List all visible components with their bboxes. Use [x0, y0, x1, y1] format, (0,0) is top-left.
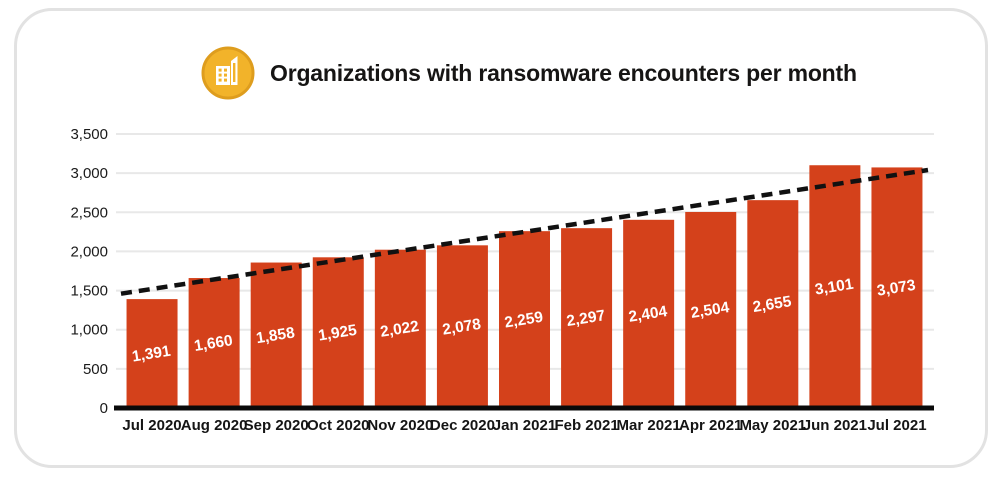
building-icon — [200, 45, 256, 101]
bar — [809, 165, 861, 408]
y-axis-tick-label: 500 — [83, 361, 108, 378]
bar-value-label: 2,404 — [627, 303, 668, 326]
y-axis-tick-label: 1,500 — [70, 283, 108, 300]
bar-value-label: 2,297 — [565, 307, 606, 330]
bar-value-label: 2,655 — [752, 293, 793, 316]
bar-value-label: 2,259 — [503, 309, 544, 332]
chart-card: Organizations with ransomware encounters… — [14, 8, 988, 468]
bar — [499, 231, 550, 408]
bar-value-label: 2,022 — [379, 318, 420, 341]
x-axis-tick-label: Apr 2021 — [679, 417, 742, 434]
chart-title: Organizations with ransomware encounters… — [270, 59, 857, 86]
bar-value-label: 2,078 — [441, 316, 482, 339]
x-axis-tick-label: May 2021 — [739, 417, 806, 434]
bar — [250, 262, 302, 408]
x-axis-tick-label: Aug 2020 — [181, 417, 248, 434]
bar — [747, 200, 799, 408]
bar-value-label: 2,504 — [690, 299, 731, 322]
bar — [685, 211, 737, 408]
y-axis-tick-label: 0 — [100, 400, 108, 417]
bar — [871, 167, 923, 408]
bar-value-label: 1,660 — [193, 332, 234, 355]
bar-value-label: 1,391 — [131, 343, 172, 366]
bar — [623, 219, 675, 408]
x-axis-tick-label: Oct 2020 — [307, 417, 370, 434]
bar — [126, 299, 178, 408]
bar-chart-svg: 0 500 1,000 1,500 2,000 2,500 3,000 3,500 1,391 J… — [70, 126, 934, 434]
bar — [561, 228, 613, 408]
bar — [188, 278, 240, 408]
x-axis-tick-label: Sep 2020 — [244, 417, 309, 434]
trendline — [120, 167, 929, 296]
x-axis-tick-label: Mar 2021 — [617, 417, 681, 434]
bar — [374, 249, 426, 408]
bar — [436, 245, 488, 408]
x-axis-tick-label: Jul 2020 — [122, 417, 181, 434]
x-axis-tick-label: Jun 2021 — [803, 417, 867, 434]
y-axis-tick-label: 3,000 — [70, 165, 108, 182]
bar — [312, 257, 364, 408]
bar-value-label: 3,073 — [876, 277, 917, 300]
chart-plot-area: 0 500 1,000 1,500 2,000 2,500 3,000 3,500 1,391 J… — [17, 111, 991, 465]
chart-header: Organizations with ransomware encounters… — [200, 45, 857, 101]
bar-value-label: 1,858 — [255, 324, 296, 347]
bar-value-label: 3,101 — [814, 276, 855, 299]
y-axis-tick-label: 2,500 — [70, 204, 108, 221]
x-axis-tick-label: Jul 2021 — [867, 417, 926, 434]
x-axis-tick-label: Dec 2020 — [430, 417, 495, 434]
y-axis-tick-label: 3,500 — [70, 126, 108, 143]
y-axis-tick-label: 1,000 — [70, 322, 108, 339]
y-axis-tick-label: 2,000 — [70, 243, 108, 260]
bar-value-label: 1,925 — [317, 322, 358, 345]
x-axis-tick-label: Jan 2021 — [493, 417, 556, 434]
x-axis-tick-label: Nov 2020 — [367, 417, 433, 434]
x-axis-tick-label: Feb 2021 — [554, 417, 618, 434]
